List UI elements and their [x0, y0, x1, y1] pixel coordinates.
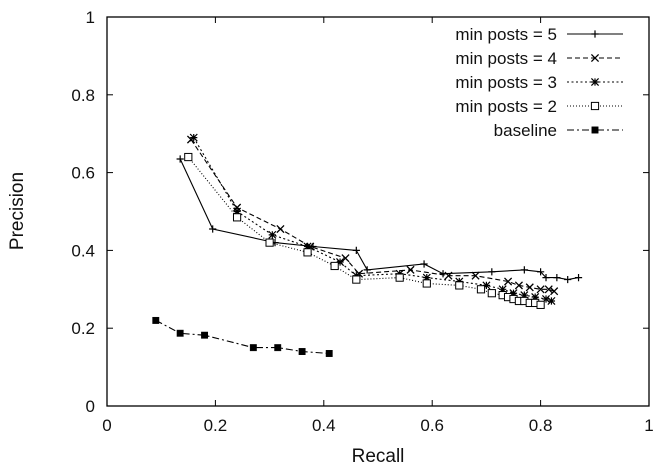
y-tick-label: 0 [86, 397, 95, 416]
legend-marker [591, 102, 598, 109]
series-3 [185, 153, 545, 308]
data-point [488, 268, 495, 275]
data-point [275, 344, 281, 350]
series-4 [153, 317, 333, 356]
data-point [304, 249, 311, 256]
data-point [521, 266, 528, 273]
legend-item: min posts = 5 [455, 25, 623, 44]
data-point [551, 288, 558, 295]
data-point [266, 239, 273, 246]
data-point [456, 282, 463, 289]
data-point [177, 330, 183, 336]
legend-label: min posts = 4 [455, 49, 557, 68]
data-point [537, 301, 544, 308]
data-point [423, 280, 430, 287]
data-point [353, 276, 360, 283]
data-point [553, 274, 560, 281]
legend-item: min posts = 2 [455, 97, 623, 116]
y-tick-label: 1 [86, 8, 95, 27]
series-line [188, 157, 540, 305]
data-point [201, 332, 207, 338]
data-point [209, 225, 216, 232]
data-point [190, 134, 197, 141]
legend-label: baseline [494, 121, 557, 140]
data-point [331, 262, 338, 269]
legend-marker [591, 30, 598, 37]
legend-item: min posts = 4 [455, 49, 623, 68]
legend: min posts = 5 min posts = 4 min posts = 3 m… [455, 25, 623, 140]
y-axis-title: Precision [7, 172, 28, 250]
x-tick-label: 1 [644, 416, 653, 435]
legend-item: min posts = 3 [455, 73, 623, 92]
x-tick-label: 0.4 [312, 416, 336, 435]
series-layer [153, 134, 583, 357]
x-tick-label: 0.6 [420, 416, 444, 435]
data-point [548, 297, 555, 304]
y-tick-label: 0.4 [71, 241, 95, 260]
data-point [326, 350, 332, 356]
x-axis-title: Recall [352, 446, 405, 467]
data-point [420, 260, 427, 267]
data-point [342, 255, 349, 262]
series-line [194, 138, 552, 301]
x-tick-label: 0.8 [529, 416, 553, 435]
plot-frame [107, 17, 649, 406]
data-point [575, 274, 582, 281]
y-tick-label: 0.8 [71, 86, 95, 105]
legend-label: min posts = 5 [455, 25, 557, 44]
series-line [191, 140, 554, 292]
data-point [277, 225, 284, 232]
data-point [233, 214, 240, 221]
series-2 [190, 134, 555, 305]
data-point [299, 348, 305, 354]
data-point [269, 231, 276, 238]
data-point [177, 155, 184, 162]
x-tick-label: 0 [102, 416, 111, 435]
data-point [153, 317, 159, 323]
data-point [353, 247, 360, 254]
data-point [477, 286, 484, 293]
data-point [185, 153, 192, 160]
y-tick-label: 0.2 [71, 319, 95, 338]
data-point [250, 344, 256, 350]
data-point [396, 274, 403, 281]
data-point [488, 290, 495, 297]
legend-item: baseline [494, 121, 623, 140]
data-point [564, 276, 571, 283]
y-tick-label: 0.6 [71, 164, 95, 183]
legend-label: min posts = 3 [455, 73, 557, 92]
axis-ticks: 0 0.2 0.4 0.6 0.8 1 0 0.2 0.4 0.6 0.8 1 [71, 8, 653, 435]
legend-marker [591, 78, 598, 85]
x-tick-label: 0.2 [204, 416, 228, 435]
legend-label: min posts = 2 [455, 97, 557, 116]
legend-marker [592, 127, 598, 133]
data-point [439, 270, 446, 277]
